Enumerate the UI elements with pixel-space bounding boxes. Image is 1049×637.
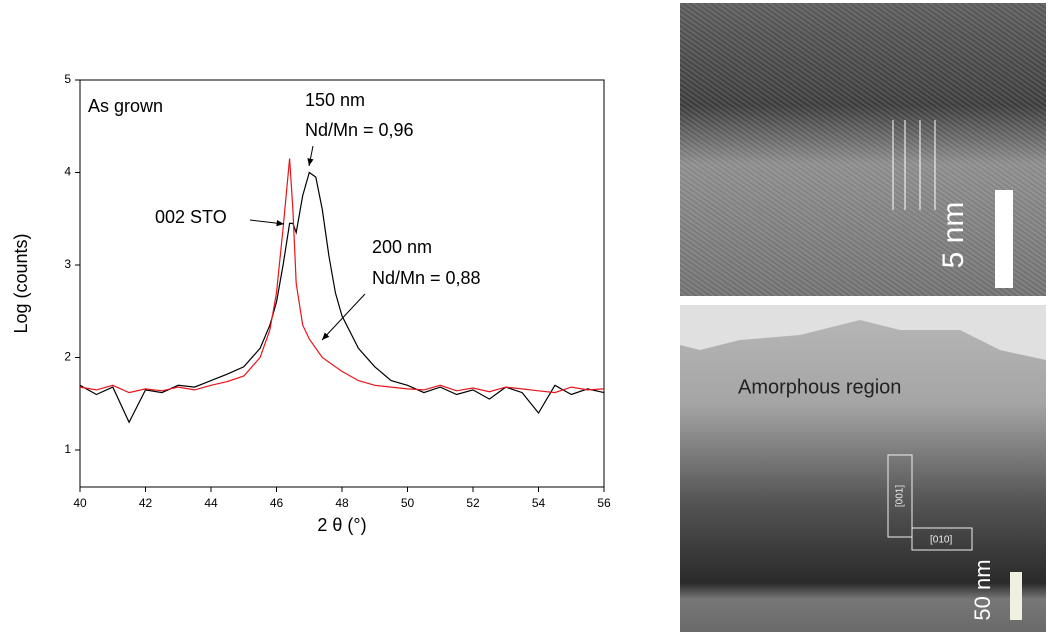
y-tick-label: 2 [64,350,71,364]
x-tick-label: 46 [270,496,284,510]
data-line [79,171,605,424]
x-tick-label: 44 [204,496,218,510]
plot: 1 2 3 4 5 40 42 44 46 48 50 52 54 56 2 θ (°) Log (count… [11,72,611,535]
plot-frame [79,79,605,488]
arrow-head [276,220,284,227]
micrograph-top: 5 nm [680,3,1046,296]
annotation: 150 nm [305,90,365,110]
x-tick-label: 40 [73,496,87,510]
x-tick-label: 42 [139,496,153,510]
x-tick-label: 52 [466,496,480,510]
annotation: As grown [88,96,163,116]
scale-label: 5 nm [937,202,970,269]
region-label: Amorphous region [738,376,901,398]
y-tick-label: 5 [64,72,71,86]
x-tick-label: 50 [401,496,415,510]
axis-label: [001] [895,485,906,507]
data-line [79,158,605,394]
annotation: 200 nm [372,237,432,257]
axis-label: [010] [930,535,952,546]
annotation: Nd/Mn = 0,88 [372,268,481,288]
y-tick-label: 4 [64,165,71,179]
x-axis-label: 2 θ (°) [317,515,366,535]
x-tick-label: 54 [532,496,546,510]
x-tick-label: 48 [335,496,349,510]
y-axis-label: Log (counts) [11,233,31,333]
annotation: Nd/Mn = 0,96 [305,120,414,140]
x-tick-label: 56 [597,496,611,510]
arrow [321,293,366,341]
arrow-head [322,332,330,340]
arrow-head [307,158,314,166]
y-tick-label: 1 [64,442,71,456]
y-tick-label: 3 [64,257,71,271]
scale-label: 50 nm [970,559,995,620]
micrograph-bottom: Amorphous region [001] [010] 50 nm [680,305,1046,632]
annotation: 002 STO [155,207,227,227]
